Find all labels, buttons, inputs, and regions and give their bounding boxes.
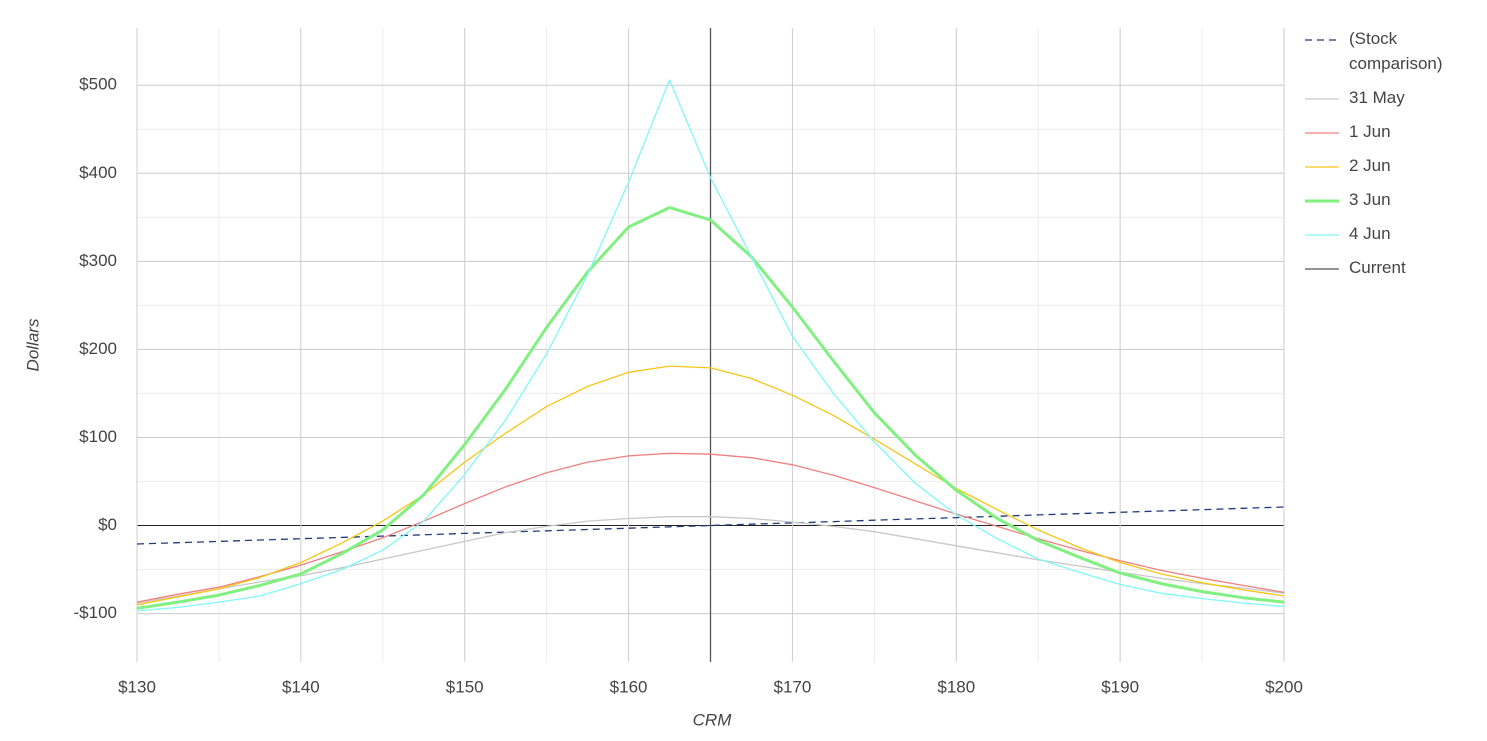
x-axis-label: CRM xyxy=(693,710,733,729)
legend-item: 1 Jun xyxy=(1305,119,1485,144)
y-tick-label: $100 xyxy=(79,427,117,446)
legend-swatch xyxy=(1305,132,1339,134)
x-tick-label: $130 xyxy=(118,677,156,696)
legend-label: 3 Jun xyxy=(1349,190,1391,209)
series-line xyxy=(136,516,1285,604)
x-tick-label: $180 xyxy=(937,677,975,696)
x-tick-label: $150 xyxy=(446,677,484,696)
legend-item: 4 Jun xyxy=(1305,221,1485,246)
legend: (Stock comparison) 31 May 1 Jun 2 Jun 3 Jun 4… xyxy=(1305,26,1485,289)
legend-swatch xyxy=(1305,199,1339,203)
y-tick-label: -$100 xyxy=(74,603,117,622)
series-line xyxy=(136,365,1285,606)
series-line xyxy=(136,79,1285,612)
series-line xyxy=(136,206,1285,610)
x-tick-label: $170 xyxy=(774,677,812,696)
y-tick-label: $0 xyxy=(98,515,117,534)
legend-swatch xyxy=(1305,166,1339,168)
x-tick-label: $160 xyxy=(610,677,648,696)
legend-swatch xyxy=(1305,39,1339,41)
y-tick-label: $400 xyxy=(79,163,117,182)
legend-item: 31 May xyxy=(1305,85,1485,110)
series-line xyxy=(136,452,1285,603)
x-tick-label: $200 xyxy=(1265,677,1303,696)
legend-swatch xyxy=(1305,268,1339,270)
x-tick-label: $140 xyxy=(282,677,320,696)
legend-label: 2 Jun xyxy=(1349,156,1391,175)
y-tick-label: $500 xyxy=(79,75,117,94)
y-tick-label: $200 xyxy=(79,339,117,358)
x-tick-label: $190 xyxy=(1101,677,1139,696)
legend-item: 2 Jun xyxy=(1305,153,1485,178)
y-tick-label: $300 xyxy=(79,251,117,270)
legend-label: Current xyxy=(1349,258,1406,277)
legend-item: 3 Jun xyxy=(1305,187,1485,212)
legend-item: Current xyxy=(1305,255,1485,280)
legend-label: (Stock comparison) xyxy=(1349,29,1443,73)
legend-label: 1 Jun xyxy=(1349,122,1391,141)
legend-label: 31 May xyxy=(1349,88,1405,107)
legend-swatch xyxy=(1305,234,1339,236)
y-axis-label: Dollars xyxy=(23,318,42,371)
legend-item: (Stock comparison) xyxy=(1305,26,1485,76)
legend-label: 4 Jun xyxy=(1349,224,1391,243)
legend-swatch xyxy=(1305,98,1339,100)
